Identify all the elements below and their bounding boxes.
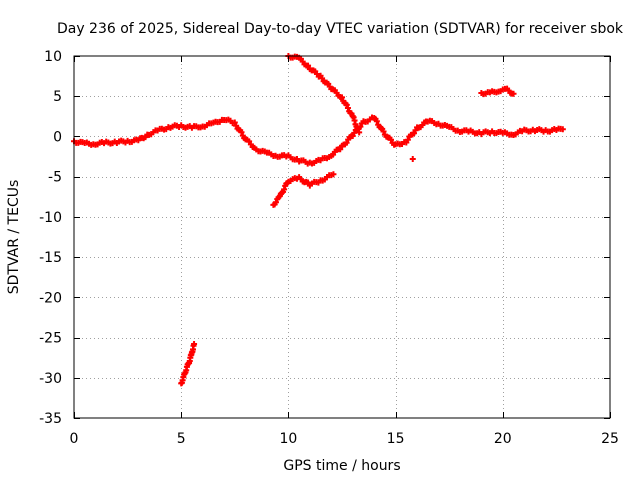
data-point [409,155,416,162]
data-point [272,199,279,206]
axis-ticks: 0 5 10 15 20 25 10 5 0 -5 -10 -15 -20 -25 -30 -35 [39,49,619,447]
y-tick-label: -30 [39,371,62,387]
y-tick-label: -10 [39,210,62,226]
series-negative-excursion [178,340,198,387]
x-tick-label: 5 [177,431,186,447]
data-point [281,186,288,193]
data-point [404,136,411,143]
data-point [356,129,363,136]
x-tick-label: 15 [387,431,405,447]
data-point [373,118,380,125]
grid-lines [74,56,610,418]
data-point [388,136,395,143]
data-point [339,94,345,101]
data-point [559,126,566,133]
x-tick-label: 0 [70,431,79,447]
series-main-track [71,114,566,167]
data-point [349,132,356,139]
series-lower-branch [270,171,337,208]
data-points [71,53,566,387]
y-tick-label: -15 [39,250,62,266]
data-point [337,146,344,153]
series-late-cluster [478,85,517,98]
y-tick-label: 10 [44,49,62,65]
data-point [510,90,517,97]
x-tick-label: 20 [494,431,512,447]
data-point [231,119,238,126]
x-axis-label: GPS time / hours [283,458,400,474]
data-point [330,171,337,178]
series-isolated-point [409,155,416,162]
data-point [191,340,198,347]
data-point [380,128,387,135]
data-point [305,62,312,69]
y-tick-label: -25 [39,331,62,347]
data-point [238,129,245,136]
y-tick-label: -5 [48,170,62,186]
y-tick-label: 5 [53,89,62,105]
y-tick-label: 0 [53,129,62,145]
data-point [343,139,350,146]
data-point [344,104,351,111]
plot-frame [73,55,611,419]
series-upper-branch [285,53,363,136]
x-tick-label: 10 [279,431,297,447]
y-tick-label: -20 [39,290,62,306]
x-tick-label: 25 [601,431,619,447]
y-tick-label: -35 [39,411,62,427]
data-point [246,138,253,145]
chart-title: Day 236 of 2025, Sidereal Day-to-day VTE… [57,21,624,37]
y-axis-label: SDTVAR / TECUs [6,180,22,295]
data-point [343,101,350,108]
